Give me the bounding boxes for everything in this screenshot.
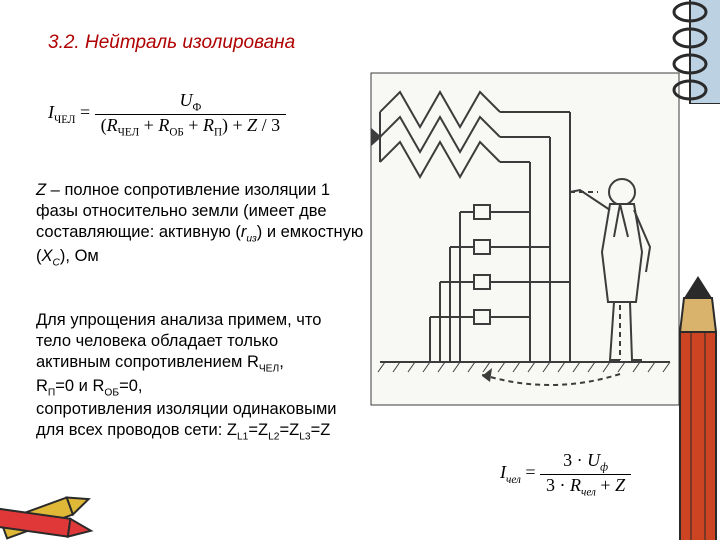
f1-lhs-sub: ЧЕЛ [54, 114, 76, 126]
f1-eq: = [80, 102, 95, 122]
f2-den: 3 · Rчел + Z [540, 475, 631, 499]
f1-num-var: U [180, 90, 193, 110]
p1-z: Z [36, 181, 46, 199]
f2-eq: = [525, 462, 540, 482]
f1-den-r2s: ОБ [169, 126, 183, 138]
p1-riz-sub: из [246, 234, 256, 245]
p2-s4: L1 [237, 431, 248, 442]
p1-xc-sub: C [53, 257, 60, 268]
f1-num-sub: Ф [193, 102, 202, 114]
binder-rings-icon [656, 0, 720, 104]
f1-fraction: UФ (RЧЕЛ + RОБ + RП) + Z / 3 [95, 90, 287, 138]
p2-l2a: R [36, 377, 48, 395]
f2-den-b: + [596, 475, 615, 495]
p2-s5: L2 [268, 431, 279, 442]
f1-p1: + [139, 115, 158, 135]
f2-den-z: Z [615, 475, 625, 495]
f2-num-var: U [587, 450, 600, 470]
f1-den-close: ) + [222, 115, 247, 135]
p2-s6: L3 [299, 431, 310, 442]
paragraph-simplify: Для упрощения анализа примем, что тело ч… [36, 310, 346, 444]
f1-div3: / 3 [257, 115, 280, 135]
f2-num: 3 · Uф [540, 450, 631, 475]
f1-num: UФ [95, 90, 287, 115]
f1-p2: + [184, 115, 203, 135]
f1-den: (RЧЕЛ + RОБ + RП) + Z / 3 [95, 115, 287, 139]
section-title: 3.2. Нейтраль изолирована [48, 32, 295, 54]
f2-lhs-sub: чел [506, 474, 521, 486]
isolated-neutral-diagram [370, 72, 680, 406]
f2-den-a: 3 · [546, 475, 570, 495]
f2-num-sub: ф [600, 462, 608, 474]
f2-num-a: 3 · [563, 450, 587, 470]
f1-den-r1: R [107, 115, 118, 135]
f1-den-r3: R [203, 115, 214, 135]
f1-den-z: Z [247, 115, 257, 135]
f1-den-r1s: ЧЕЛ [118, 126, 140, 138]
p2-l2c: =0, [119, 377, 142, 395]
p2-e3: =Z [311, 421, 331, 439]
pencil-icon [676, 276, 720, 540]
formula-1: IЧЕЛ = UФ (RЧЕЛ + RОБ + RП) + Z / 3 [48, 90, 286, 138]
p1-xc: X [42, 247, 53, 265]
title-text: 3.2. Нейтраль изолирована [48, 32, 295, 53]
p2-s3: ОБ [104, 387, 119, 398]
paragraph-z: Z – полное сопротивление изоляции 1 фазы… [36, 180, 366, 269]
formula-2: Iчел = 3 · Uф 3 · Rчел + Z [500, 450, 631, 498]
p2-e1: =Z [248, 421, 268, 439]
f1-den-r3s: П [214, 126, 222, 138]
p1-f: ), Ом [60, 247, 99, 265]
f1-den-r2: R [158, 115, 169, 135]
crayons-icon [0, 450, 110, 540]
p2-c1: , [279, 353, 284, 371]
p2-e2: =Z [279, 421, 299, 439]
p2-s1: ЧЕЛ [259, 364, 279, 375]
f2-den-rs: чел [581, 486, 596, 498]
f2-den-r: R [570, 475, 581, 495]
f2-fraction: 3 · Uф 3 · Rчел + Z [540, 450, 631, 498]
p2-l2b: =0 и R [55, 377, 104, 395]
